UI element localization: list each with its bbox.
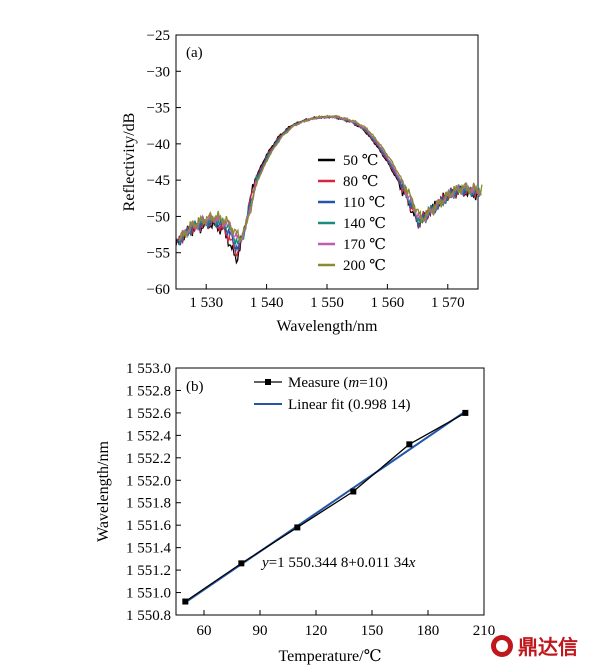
- y-tick-label-a: −55: [147, 246, 170, 262]
- legend-label-a: 140 ℃: [343, 216, 386, 232]
- y-tick-label-b: 1 551.6: [126, 518, 172, 534]
- y-tick-label-b: 1 552.8: [126, 383, 171, 399]
- plot-frame-b: [175, 367, 485, 616]
- series-line-a: [176, 115, 480, 258]
- fit-line-b: [184, 410, 466, 604]
- y-tick-label-a: −35: [147, 101, 170, 117]
- y-tick-label-a: −50: [147, 209, 170, 225]
- y-tick-label-a: −25: [147, 28, 170, 44]
- x-tick-label-a: 1 560: [371, 295, 405, 311]
- x-tick-label-a: 1 570: [431, 295, 465, 311]
- x-tick-label-b: 210: [473, 623, 496, 639]
- y-tick-label-a: −30: [147, 64, 170, 80]
- y-axis-label-a: Reflectivity/dB: [121, 113, 138, 212]
- y-tick-label-b: 1 553.0: [126, 361, 171, 377]
- y-tick-label-b: 1 551.8: [126, 496, 171, 512]
- x-tick-label-b: 120: [305, 623, 328, 639]
- y-tick-label-b: 1 551.2: [126, 563, 171, 579]
- legend-label-a: 50 ℃: [343, 153, 379, 169]
- x-tick-label-a: 1 530: [189, 295, 223, 311]
- x-tick-label-b: 60: [197, 623, 212, 639]
- y-tick-label-b: 1 552.6: [126, 406, 172, 422]
- series-line-a: [179, 114, 483, 243]
- y-axis-label-b: Wavelength/nm: [95, 440, 112, 541]
- x-tick-label-b: 90: [253, 623, 268, 639]
- watermark-text: 鼎达信: [518, 635, 578, 659]
- series-line-a: [175, 115, 479, 265]
- watermark-logo-inner: [496, 640, 508, 652]
- y-tick-label-b: 1 551.0: [126, 586, 171, 602]
- data-point-b: [238, 560, 245, 567]
- data-point-b: [350, 488, 357, 495]
- x-axis-label-a: Wavelength/nm: [277, 318, 378, 335]
- x-tick-label-a: 1 550: [310, 295, 344, 311]
- x-axis-label-b: Temperature/℃: [279, 648, 382, 665]
- x-tick-label-a: 1 540: [250, 295, 284, 311]
- y-tick-label-b: 1 552.2: [126, 451, 171, 467]
- data-point-b: [462, 409, 469, 416]
- legend-label-fit: Linear fit (0.998 14): [288, 397, 410, 413]
- x-tick-label-b: 180: [417, 623, 440, 639]
- legend-label-measure: Measure (m=10): [288, 375, 388, 391]
- measure-line-b: [184, 412, 466, 603]
- series-line-a: [177, 115, 481, 252]
- data-point-b: [182, 598, 189, 605]
- legend-swatch-measure-marker: [265, 379, 271, 385]
- legend-label-a: 80 ℃: [343, 174, 379, 190]
- y-tick-label-b: 1 550.8: [126, 608, 171, 624]
- y-tick-label-b: 1 551.4: [126, 541, 172, 557]
- fit-equation: y=1 550.344 8+0.011 34x: [260, 555, 416, 571]
- panel-label-a: (a): [186, 45, 203, 61]
- legend-label-a: 200 ℃: [343, 258, 386, 274]
- x-tick-label-b: 150: [361, 623, 384, 639]
- plot-frame-a: [175, 34, 479, 290]
- y-tick-label-a: −45: [147, 173, 170, 189]
- y-tick-label-a: −60: [147, 282, 170, 298]
- legend-label-a: 110 ℃: [343, 195, 385, 211]
- data-point-b: [294, 524, 301, 531]
- y-tick-label-b: 1 552.0: [126, 473, 171, 489]
- y-tick-label-b: 1 552.4: [126, 428, 172, 444]
- data-point-b: [406, 441, 413, 448]
- legend-label-a: 170 ℃: [343, 237, 386, 253]
- panel-label-b: (b): [186, 379, 204, 395]
- y-tick-label-a: −40: [147, 137, 170, 153]
